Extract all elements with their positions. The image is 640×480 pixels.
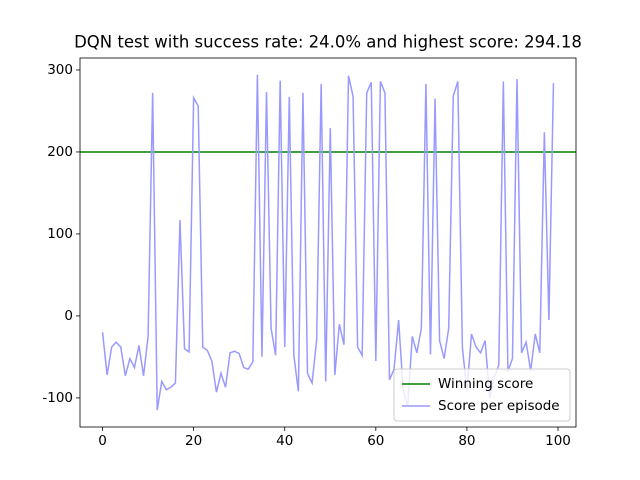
y-tick-label: 0 (64, 308, 73, 324)
legend-box (393, 368, 571, 422)
y-tick-label: 200 (47, 144, 73, 160)
chart-title: DQN test with success rate: 24.0% and hi… (74, 33, 582, 52)
x-tick-label: 40 (276, 433, 293, 449)
plot-frame (79, 57, 577, 428)
data-line (101, 74, 555, 411)
y-tick-label: 300 (47, 62, 73, 78)
x-tick-label: 100 (545, 433, 571, 449)
legend-label: Winning score (438, 376, 533, 392)
x-tick-label: 60 (367, 433, 384, 449)
x-tick-label: 20 (185, 433, 202, 449)
y-tick-label: -100 (42, 390, 73, 406)
legend-label: Score per episode (438, 398, 560, 414)
y-tick-label: 100 (47, 226, 73, 242)
x-tick-label: 0 (98, 433, 107, 449)
x-tick-label: 80 (458, 433, 475, 449)
legend: Winning score Score per episode (393, 368, 571, 422)
